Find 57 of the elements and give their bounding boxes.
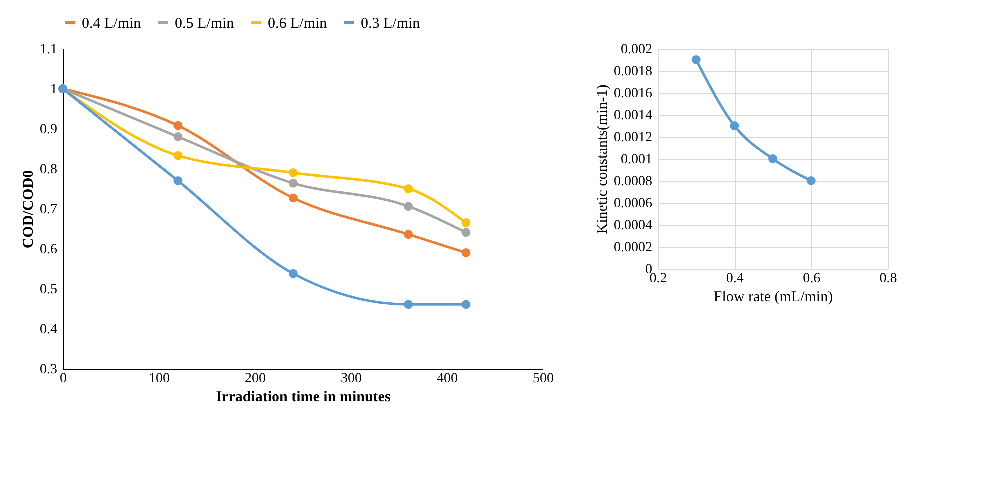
point <box>462 248 471 258</box>
y-tick-label: 0.4 <box>40 322 58 338</box>
legend-label: 0.3 L/min <box>361 16 421 32</box>
point <box>768 154 778 164</box>
y-tick-label: 0.7 <box>40 202 58 218</box>
point <box>404 202 414 212</box>
x-tick-label: 200 <box>245 372 266 386</box>
y-tick-label: 0.0018 <box>614 64 652 80</box>
legend-label: 0.5 L/min <box>175 16 235 32</box>
point <box>462 218 471 228</box>
x-tick-label: 0.6 <box>803 272 821 286</box>
y-tick-label: 0.002 <box>621 42 652 58</box>
point <box>174 151 183 160</box>
y-tick-label: 0.0012 <box>614 130 652 146</box>
y-tick-label: 0.9 <box>40 122 58 138</box>
y-tick-label: 0.0008 <box>614 174 652 190</box>
x-tick-label: 0.2 <box>650 272 668 286</box>
x-tick-label: 0 <box>60 372 67 386</box>
point <box>174 176 183 186</box>
x-axis-title: Irradiation time in minutes <box>216 390 391 406</box>
y-tick-label: 0.0002 <box>614 240 652 256</box>
y-tick-label: 0.5 <box>40 282 58 298</box>
x-axis-title: Flow rate (mL/min) <box>714 290 834 306</box>
point <box>404 230 414 240</box>
point <box>404 184 414 194</box>
point <box>288 269 298 278</box>
x-tick-label: 500 <box>533 372 554 386</box>
legend-label: 0.6 L/min <box>268 16 328 32</box>
point <box>730 122 740 130</box>
x-tick-label: 0.4 <box>726 272 744 286</box>
point <box>288 168 298 178</box>
point <box>462 228 471 238</box>
y-tick-label: 0.6 <box>40 242 58 258</box>
y-axis-title: Kinetic constants(min-1) <box>595 84 611 234</box>
point <box>692 56 701 64</box>
y-tick-label: 0.8 <box>40 162 58 178</box>
y-tick-label: 1 <box>50 82 58 98</box>
x-tick-label: 400 <box>437 372 458 386</box>
point <box>404 300 414 310</box>
point <box>288 178 298 188</box>
x-tick-label: 100 <box>149 372 170 386</box>
y-tick-label: 0.0004 <box>614 218 652 234</box>
y-tick-label: 0.001 <box>621 152 652 168</box>
point <box>174 132 183 142</box>
y-tick-label: 0.0016 <box>614 86 652 102</box>
point <box>174 121 183 130</box>
y-tick-label: 0.3 <box>40 362 58 378</box>
x-tick-label: 0.8 <box>880 272 898 286</box>
x-tick-label: 300 <box>341 372 362 386</box>
y-tick-label: 0.0014 <box>614 108 652 124</box>
y-tick-label: 0.0006 <box>614 196 652 212</box>
point <box>806 176 816 186</box>
point <box>288 194 298 203</box>
y-tick-label: 1.1 <box>40 42 58 58</box>
point <box>462 300 471 310</box>
legend-label: 0.4 L/min <box>82 16 142 32</box>
y-axis-title: COD/COD0 <box>21 170 37 249</box>
